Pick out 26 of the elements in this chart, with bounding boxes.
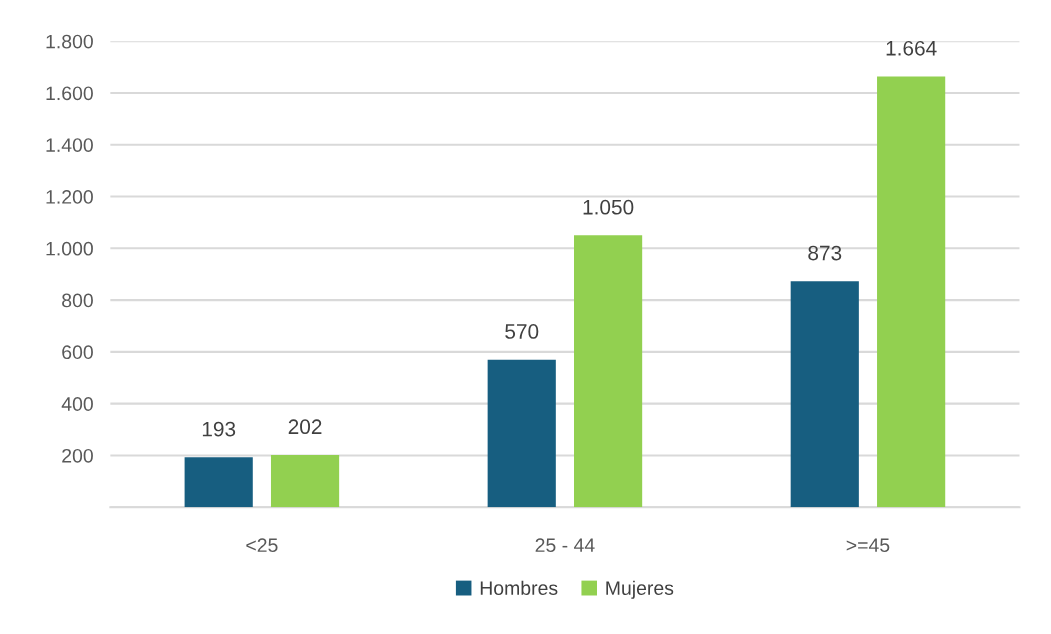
bar	[184, 457, 253, 508]
bar	[574, 235, 643, 508]
bar	[877, 76, 946, 508]
bar	[270, 454, 340, 508]
y-tick-label: 1.800	[46, 34, 93, 49]
y-tick-label: 1.200	[46, 190, 93, 204]
data-label: 1.664	[886, 40, 937, 56]
y-tick-label: 400	[61, 397, 93, 411]
y-tick-label: 200	[62, 448, 93, 463]
x-tick-label: <25	[246, 538, 278, 553]
data-label: 193	[202, 421, 236, 437]
bar	[487, 359, 556, 508]
legend-label: Hombres	[480, 580, 558, 595]
data-label: 202	[288, 419, 322, 435]
y-tick-label: 1.000	[46, 241, 93, 256]
y-tick-label: 1.600	[46, 86, 93, 101]
x-tick-label: 25 - 44	[535, 538, 595, 553]
data-label: 873	[808, 245, 842, 261]
y-tick-label: 1.400	[46, 138, 93, 152]
x-tick-label: >=45	[846, 538, 890, 553]
data-label: 1.050	[583, 199, 634, 215]
y-tick-label: 600	[62, 345, 93, 360]
bar	[790, 281, 859, 508]
y-tick-label: 800	[62, 293, 93, 308]
data-label: 570	[505, 324, 539, 339]
legend-label: Mujeres	[606, 580, 674, 599]
